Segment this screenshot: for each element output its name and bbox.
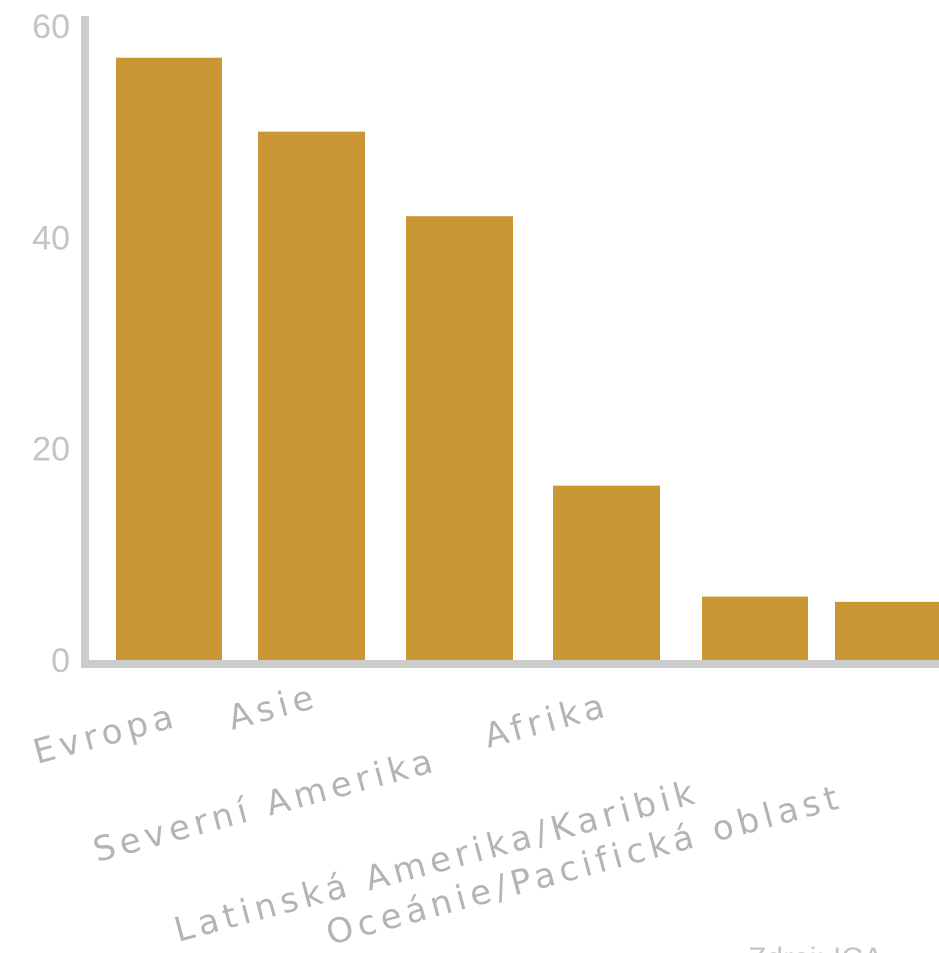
bars xyxy=(116,57,939,660)
y-tick-label: 40 xyxy=(32,219,70,257)
source-label: Zdroj: ICA xyxy=(748,942,883,953)
y-tick-label: 0 xyxy=(51,642,70,680)
bar xyxy=(258,131,365,660)
y-tick-label: 20 xyxy=(32,431,70,469)
bar xyxy=(835,601,939,660)
category-label: Severní Amerika xyxy=(89,740,442,870)
category-label: Evropa xyxy=(29,696,182,773)
category-label: Afrika xyxy=(480,685,613,757)
bar xyxy=(116,57,222,660)
category-label: Asie xyxy=(224,676,323,738)
y-tick-label: 60 xyxy=(32,8,70,46)
bar xyxy=(406,216,513,660)
bar xyxy=(702,596,808,660)
y-axis-ticks: 0 20 40 60 xyxy=(32,8,70,680)
bar xyxy=(553,485,660,660)
